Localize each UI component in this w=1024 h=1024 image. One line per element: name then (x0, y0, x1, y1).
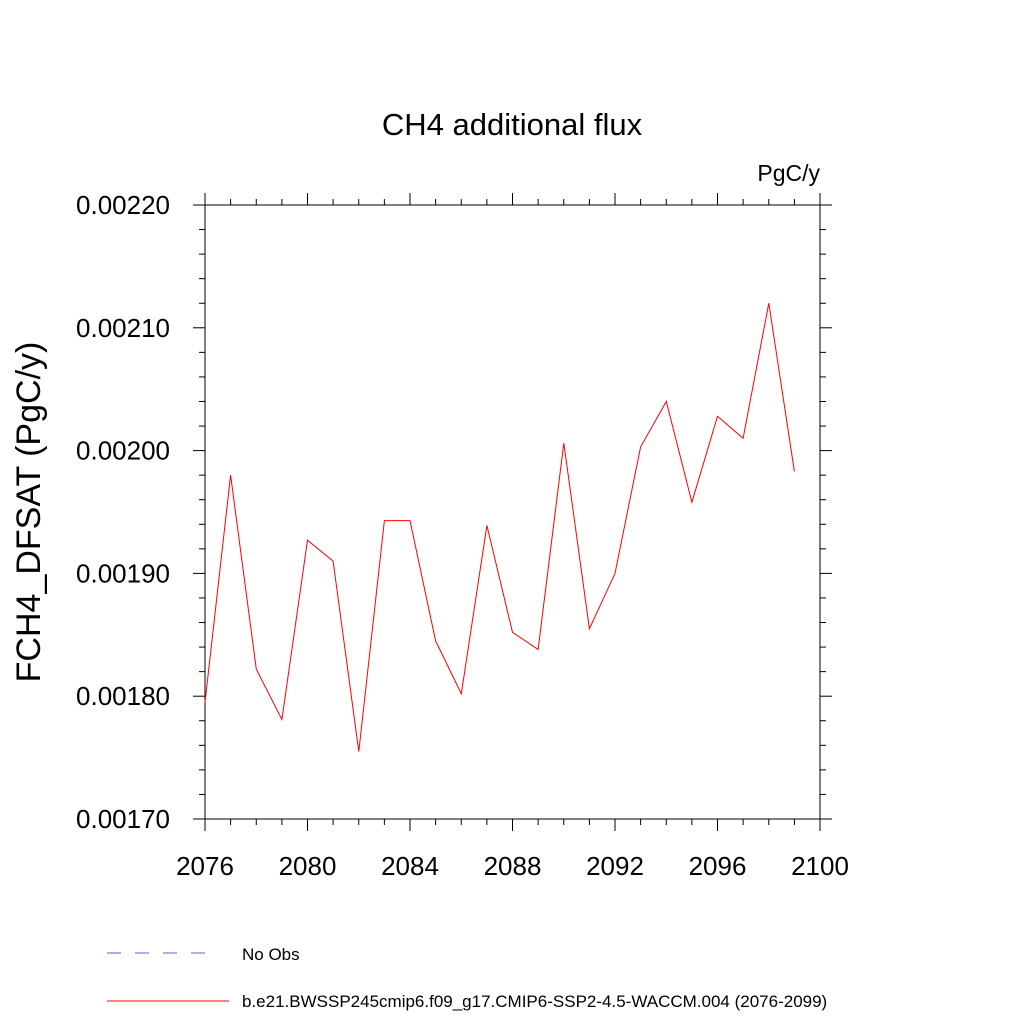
x-tick-label: 2096 (689, 851, 747, 881)
x-tick-label: 2100 (791, 851, 849, 881)
y-tick-label: 0.00220 (76, 190, 170, 220)
legend-label-model: b.e21.BWSSP245cmip6.f09_g17.CMIP6-SSP2-4… (242, 992, 827, 1011)
legend-label-no-obs: No Obs (242, 945, 300, 964)
units-label: PgC/y (757, 160, 820, 186)
axis-ticks (193, 193, 832, 831)
y-axis-label: FCH4_DFSAT (PgC/y) (10, 342, 48, 683)
series-line (204, 303, 795, 752)
y-tick-label: 0.00190 (76, 558, 170, 588)
y-tick-label: 0.00200 (76, 436, 170, 466)
x-tick-label: 2088 (484, 851, 542, 881)
series-group (204, 303, 795, 752)
chart-title: CH4 additional flux (382, 107, 643, 142)
legend: No Obs b.e21.BWSSP245cmip6.f09_g17.CMIP6… (107, 945, 827, 1011)
x-tick-label: 2080 (279, 851, 337, 881)
y-tick-label: 0.00170 (76, 804, 170, 834)
x-tick-labels: 2076 2080 2084 2088 2092 2096 2100 (176, 851, 849, 881)
plot-frame (204, 204, 821, 820)
y-tick-label: 0.00180 (76, 681, 170, 711)
y-tick-labels: 0.00170 0.00180 0.00190 0.00200 0.00210 0.002… (76, 190, 170, 834)
x-tick-label: 2092 (586, 851, 644, 881)
x-tick-label: 2084 (381, 851, 439, 881)
x-tick-label: 2076 (176, 851, 234, 881)
y-tick-label: 0.00210 (76, 313, 170, 343)
